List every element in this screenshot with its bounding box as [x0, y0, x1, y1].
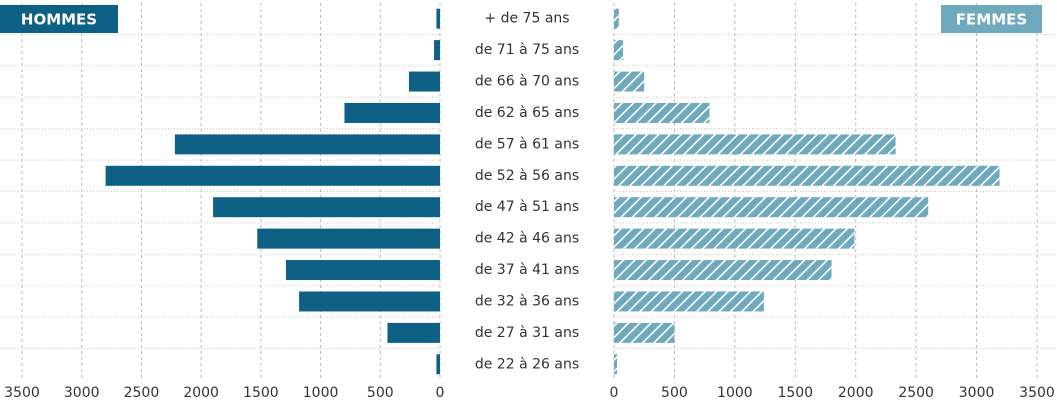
category-label: de 22 à 26 ans	[475, 356, 579, 372]
bar	[614, 165, 1000, 186]
bar	[614, 291, 764, 312]
x-tick-label: 2500	[898, 385, 934, 401]
bar	[614, 8, 619, 29]
bar	[285, 260, 440, 281]
bar	[614, 40, 624, 61]
bar	[614, 354, 618, 375]
bar	[344, 102, 440, 123]
category-label: de 47 à 51 ans	[475, 199, 579, 215]
category-label: de 42 à 46 ans	[475, 231, 579, 247]
category-label: de 71 à 75 ans	[475, 42, 579, 58]
x-tick-label: 1000	[303, 385, 339, 401]
bar	[105, 165, 440, 186]
x-tick-label: 500	[367, 385, 394, 401]
x-tick-label: 1000	[717, 385, 753, 401]
bar	[436, 8, 440, 29]
bar	[614, 322, 675, 343]
bar	[614, 71, 645, 92]
bar	[257, 228, 440, 249]
bar	[614, 260, 832, 281]
legend-box	[941, 5, 1042, 33]
x-tick-label: 1500	[777, 385, 813, 401]
x-tick-label: 2500	[124, 385, 160, 401]
bar	[387, 322, 440, 343]
bar	[299, 291, 440, 312]
x-tick-label: 500	[661, 385, 688, 401]
category-label: de 52 à 56 ans	[475, 168, 579, 184]
legend-box	[0, 5, 118, 33]
category-label: de 62 à 65 ans	[475, 105, 579, 121]
bar	[614, 228, 855, 249]
x-tick-label: 0	[610, 385, 619, 401]
category-label: de 37 à 41 ans	[475, 262, 579, 278]
bar	[614, 197, 929, 218]
x-tick-label: 2000	[838, 385, 874, 401]
x-tick-label: 3500	[4, 385, 40, 401]
x-tick-label: 1500	[243, 385, 279, 401]
category-label: de 32 à 36 ans	[475, 293, 579, 309]
bar	[436, 354, 440, 375]
category-label: de 57 à 61 ans	[475, 136, 579, 152]
bar	[174, 134, 440, 155]
category-label: de 66 à 70 ans	[475, 74, 579, 90]
bar	[408, 71, 440, 92]
bar	[213, 197, 440, 218]
x-tick-label: 3000	[959, 385, 995, 401]
x-tick-label: 2000	[183, 385, 219, 401]
bar	[614, 102, 710, 123]
legend-label: HOMMES	[21, 11, 97, 29]
legend-label: FEMMES	[956, 11, 1027, 29]
bar	[434, 40, 440, 61]
x-tick-label: 3500	[1019, 385, 1055, 401]
x-tick-label: 3000	[64, 385, 100, 401]
bar	[614, 134, 896, 155]
category-label: + de 75 ans	[484, 11, 569, 27]
x-tick-label: 0	[436, 385, 445, 401]
category-label: de 27 à 31 ans	[475, 325, 579, 341]
